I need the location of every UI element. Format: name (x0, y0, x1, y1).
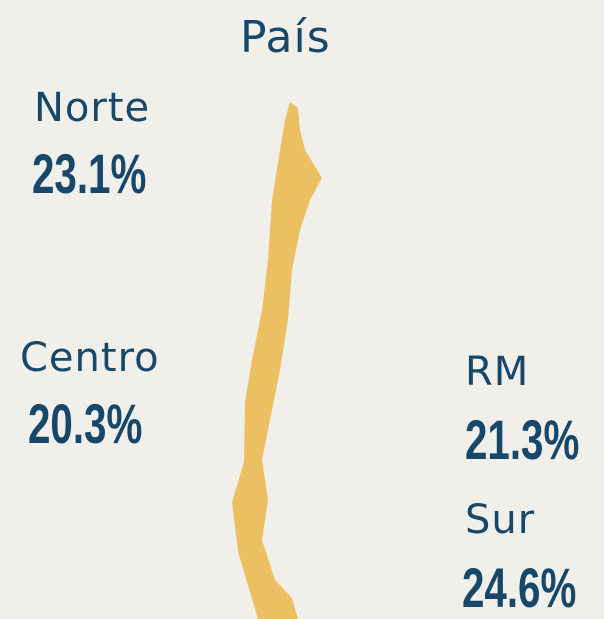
region-name: Sur (465, 497, 536, 543)
region-value: 23.1% (32, 142, 147, 205)
map-title: País (240, 12, 331, 63)
region-name: RM (465, 349, 530, 395)
region-value: 20.3% (28, 392, 143, 455)
region-name: Norte (34, 85, 151, 131)
region-value: 24.6% (462, 556, 577, 619)
region-value: 21.3% (465, 408, 580, 471)
chile-shape (232, 102, 322, 619)
region-name: Centro (20, 335, 160, 381)
